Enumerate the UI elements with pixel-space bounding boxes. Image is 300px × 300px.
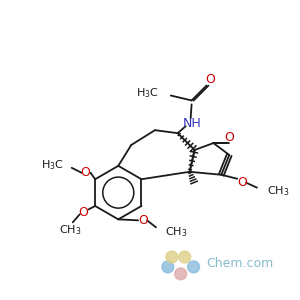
Circle shape [162,261,174,273]
Text: O: O [224,130,234,144]
Circle shape [175,268,187,280]
Text: Chem.com: Chem.com [206,257,274,270]
Circle shape [166,251,178,263]
Text: O: O [81,166,91,179]
Text: H$_3$C: H$_3$C [41,158,64,172]
Circle shape [179,251,190,263]
Text: O: O [206,73,215,86]
Text: O: O [79,206,88,219]
Text: CH$_3$: CH$_3$ [267,184,290,197]
Circle shape [188,261,200,273]
Text: O: O [138,214,148,227]
Text: NH: NH [183,117,202,130]
Text: CH$_3$: CH$_3$ [58,223,81,237]
Text: CH$_3$: CH$_3$ [165,225,187,239]
Text: H$_3$C: H$_3$C [136,87,159,100]
Text: O: O [237,176,247,189]
